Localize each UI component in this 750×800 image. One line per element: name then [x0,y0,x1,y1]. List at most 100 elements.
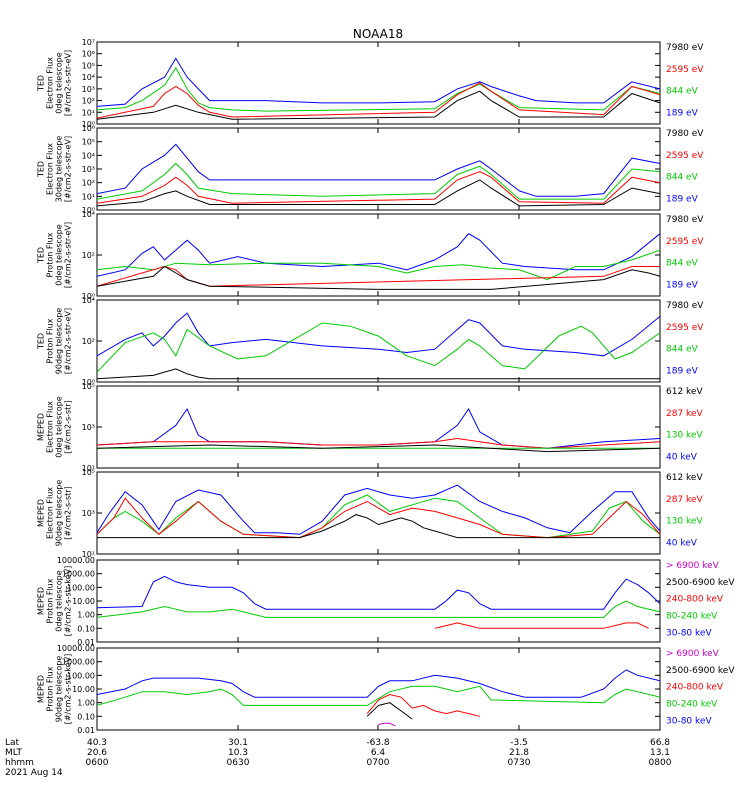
y-axis-label: 90deg telescope [55,308,64,375]
series-line [97,249,660,281]
y-tick-label: 10⁴ [82,73,95,82]
panel-frame [96,385,661,469]
x-tick-label: 13.1 [650,748,670,758]
legend-entry: 240-800 keV [666,595,724,605]
panel-frame [96,41,661,125]
series-line [97,685,660,706]
y-axis-label: [#/cm2-s-str-eV] [64,222,73,288]
x-tick-label: 0730 [508,758,531,768]
y-axis-label: Proton Flux [46,318,55,363]
y-tick-label: 10.00 [72,685,95,694]
y-axis-label: [#/cm2-s-str-eV] [64,50,73,116]
series-line [97,179,660,207]
series-line [97,265,660,290]
legend-entry: 189 eV [666,108,699,118]
x-tick-label: 6.4 [371,748,386,758]
series-line [97,407,660,449]
y-tick-label: 10⁵ [82,138,95,147]
y-tick-label: 10² [82,97,95,106]
series-line [97,600,660,618]
legend-entry: 130 keV [666,431,703,441]
series-line [97,484,660,535]
panel-8: 0.01 0.10 1.00 10.00 100.00 1000.00 10000.00 ME… [37,644,736,735]
y-tick-label: 10⁶ [82,50,95,59]
series-line [378,722,396,727]
y-tick-label: 10⁵ [82,468,95,477]
legend-entry: > 6900 keV [666,561,720,571]
y-tick-label: 1000.00 [62,658,95,667]
x-tick-label: 66.8 [650,738,670,748]
legend-entry: 130 keV [666,517,703,527]
y-axis-label: Proton Flux [46,578,55,623]
y-tick-label: 10⁰ [82,378,95,387]
x-axis-labels: Lat 40.3 30.1 -63.8 -3.5 66.8 MLT 20.6 10.3 6.4 21… [5,738,672,778]
legend-entry: 189 eV [666,194,699,204]
legend-entry: 612 keV [666,387,703,397]
y-axis-label: [#/cm2-s-str] [64,486,73,539]
y-axis-label: MEPED [37,587,46,615]
series-line [97,82,660,119]
legend-entry: 7980 eV [666,215,704,225]
series-line [97,575,660,610]
y-tick-label: 10³ [82,423,95,432]
y-tick-label: 10¹ [82,108,95,117]
x-tick-label: 0630 [227,758,250,768]
series-line [97,669,660,698]
y-axis-label: [#/cm2-s-str-keV] [64,566,73,637]
x-tick-label: 20.6 [87,748,107,758]
series-line [97,57,660,107]
x-axis-row-name: MLT [5,748,23,758]
y-tick-label: 100.00 [67,583,95,592]
panel-5: 10¹ 10³ 10⁵ MEPED Electron Flux 0deg telescop… [37,382,704,473]
x-tick-label: 0800 [649,758,672,768]
y-axis-label: [#/cm2-s-str-eV] [64,308,73,374]
panel-1: 10⁰ 10¹ 10² 10³ 10⁴ 10⁵ 10⁶ 10⁷ TED Electron Flux… [37,38,705,129]
date-label: 2021 Aug 14 [5,768,63,778]
y-tick-label: 10¹ [82,464,95,473]
series-line [97,368,660,380]
x-tick-label: 21.8 [509,748,529,758]
y-tick-label: 10¹ [82,550,95,559]
y-axis-label: 0deg telescope [55,224,64,285]
y-axis-label: MEPED [37,675,46,703]
y-axis-label: 90deg telescope [55,656,64,723]
panel-4: 10⁰ 10² 10⁴ TED Proton Flux 90deg telescope [#… [37,296,705,387]
y-tick-label: 10000.00 [57,644,95,653]
legend-entry: 80-240 keV [666,611,718,621]
x-tick-label: 30.1 [228,738,248,748]
y-tick-label: 0.10 [77,624,95,633]
legend-entry: 30-80 keV [666,716,712,726]
series-line [366,693,480,717]
legend-entry: 844 eV [666,173,699,183]
y-tick-label: 1.00 [77,611,95,620]
x-tick-label: -63.8 [366,738,390,748]
panel-7: 0.01 0.10 1.00 10.00 100.00 1000.00 10000.00 ME… [37,556,736,647]
series-line [434,622,649,629]
y-tick-label: 10⁴ [82,151,95,160]
y-tick-label: 10000.00 [57,556,95,565]
series-line [97,233,660,277]
y-axis-label: Electron Flux [46,57,55,109]
y-tick-label: 10³ [82,165,95,174]
panel-frame [96,213,661,297]
y-axis-label: Proton Flux [46,232,55,277]
series-line [97,171,660,204]
y-tick-label: 10² [82,251,95,260]
y-tick-label: 10¹ [82,192,95,201]
y-axis-label: Electron Flux [46,487,55,539]
legend-entry: 40 keV [666,538,698,548]
y-tick-label: 1000.00 [62,570,95,579]
y-axis-label: TED [37,247,46,264]
legend-entry: > 6900 keV [666,649,720,659]
y-axis-label: TED [37,333,46,350]
y-tick-label: 10³ [82,85,95,94]
y-tick-label: 10⁰ [82,206,95,215]
y-tick-label: 0.01 [77,638,95,647]
y-axis-label: TED [37,75,46,92]
y-tick-label: 10⁴ [82,296,95,305]
legend-entry: 80-240 keV [666,699,718,709]
y-axis-label: Electron Flux [46,143,55,195]
y-axis-label: 0deg telescope [55,396,64,457]
y-tick-label: 100.00 [67,671,95,680]
